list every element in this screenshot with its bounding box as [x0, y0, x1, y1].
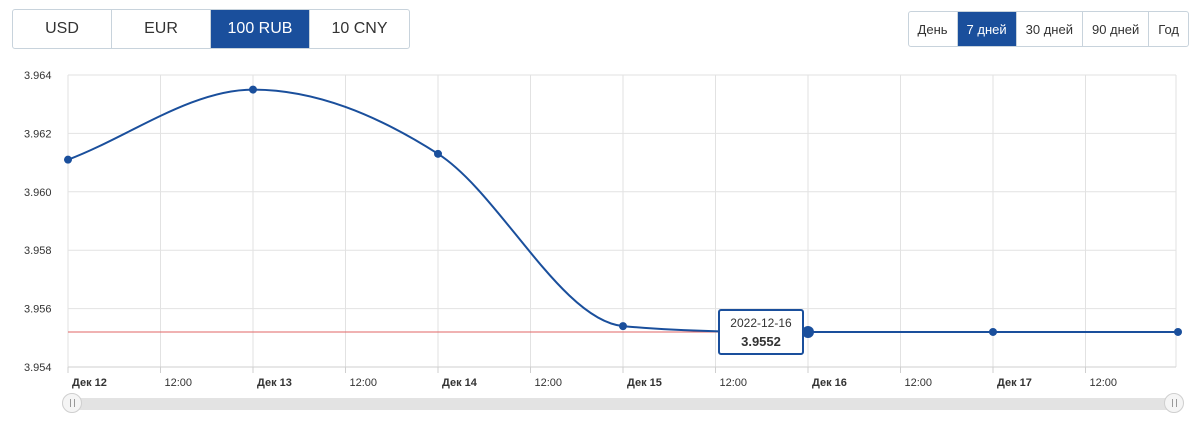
x-tick-label: 12:00 [350, 377, 378, 389]
range-handle-left[interactable] [62, 393, 82, 413]
x-tick-label: Дек 17 [997, 377, 1032, 389]
data-point [1174, 327, 1182, 336]
data-point [249, 85, 257, 94]
y-tick-label: 3.954 [24, 362, 52, 374]
y-tick-label: 3.964 [24, 70, 52, 82]
data-point [989, 327, 997, 336]
range-scrollbar[interactable] [62, 398, 1178, 410]
data-point [802, 325, 814, 338]
tab-usd[interactable]: USD [13, 10, 112, 48]
x-tick-label: 12:00 [1090, 377, 1118, 389]
x-tick-label: Дек 16 [812, 377, 847, 389]
y-tick-label: 3.962 [24, 128, 52, 140]
x-tick-label: 12:00 [165, 377, 193, 389]
tab-eur[interactable]: EUR [112, 10, 211, 48]
tooltip: 2022-12-16 3.9552 [718, 308, 804, 355]
currency-tabs: USD EUR 100 RUB 10 CNY [12, 9, 410, 49]
x-tick-label: Дек 12 [72, 377, 107, 389]
y-tick-label: 3.956 [24, 304, 52, 316]
data-point [64, 155, 72, 164]
y-tick-label: 3.958 [24, 245, 52, 257]
x-tick-label: 12:00 [905, 377, 933, 389]
range-handle-right[interactable] [1164, 393, 1184, 413]
tab-30-days[interactable]: 30 дней [1017, 12, 1083, 46]
data-point [434, 149, 442, 158]
tooltip-value: 3.9552 [741, 334, 781, 349]
tab-7-days[interactable]: 7 дней [957, 12, 1017, 46]
x-tick-label: 12:00 [535, 377, 563, 389]
y-tick-label: 3.960 [24, 187, 52, 199]
tooltip-box [718, 308, 804, 355]
x-tick-label: Дек 14 [442, 377, 478, 389]
tab-90-days[interactable]: 90 дней [1083, 12, 1150, 46]
x-tick-label: 12:00 [720, 377, 748, 389]
x-tick-label: Дек 13 [257, 377, 292, 389]
tab-100-rub[interactable]: 100 RUB [211, 10, 310, 48]
period-tabs: День 7 дней 30 дней 90 дней Год [907, 11, 1189, 47]
tab-10-cny[interactable]: 10 CNY [331, 20, 388, 37]
data-point [619, 322, 627, 331]
tab-day[interactable]: День [909, 12, 958, 46]
tooltip-date: 2022-12-16 [730, 316, 792, 330]
x-tick-label: Дек 15 [627, 377, 662, 389]
tab-year[interactable]: Год [1158, 21, 1179, 37]
